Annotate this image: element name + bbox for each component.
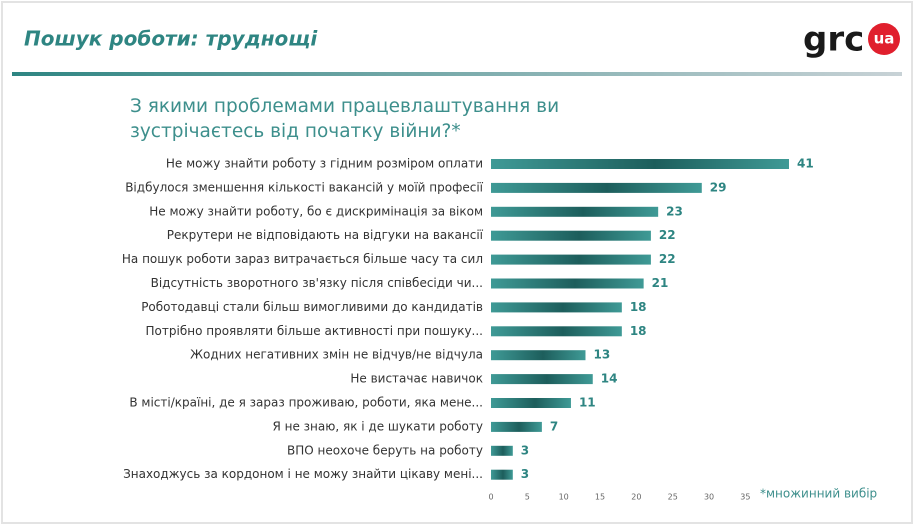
value-label: 18 [630,324,647,338]
value-label: 14 [601,372,618,386]
x-tick-label: 25 [668,493,678,502]
x-tick-label: 15 [595,493,605,502]
category-label: Відбулося зменшення кількості вакансій у… [125,180,483,194]
value-label: 22 [659,228,676,242]
header-title: Пошук роботи: труднощі [24,27,318,51]
x-tick-label: 20 [631,493,641,502]
chart-title: З якими проблемами працевлаштування ви з… [130,96,560,142]
category-label: Жодних негативних змін не відчув/не відч… [190,348,483,362]
category-label: Потрібно проявляти більше активності при… [146,324,483,338]
value-label: 3 [521,443,529,457]
bar [491,398,571,408]
x-tick-label: 30 [704,493,714,502]
bar [491,206,659,217]
category-label: В місті/країні, де я зараз проживаю, роб… [129,396,483,410]
category-label: Я не знаю, як і де шукати роботу [272,419,483,433]
value-label: 3 [521,467,529,481]
bar [491,326,622,337]
value-label: 7 [550,419,558,433]
category-label: ВПО неохоче беруть на роботу [287,443,483,457]
category-label: Не можу знайти роботу, бо є дискримінаці… [149,204,483,218]
category-label: На пошук роботи зараз витрачається більш… [122,252,483,266]
x-tick-label: 35 [740,493,750,502]
category-label: Не вистачає навичок [350,372,483,386]
bar [491,278,644,289]
bar [491,159,789,169]
value-label: 23 [666,204,683,218]
logo: grc [803,20,864,60]
category-label: Відсутність зворотного зв'язку після спі… [151,276,483,290]
bar [491,302,622,313]
category-label: Не можу знайти роботу з гідним розміром … [166,157,483,171]
value-label: 18 [630,300,647,314]
bar [491,182,702,193]
bar [491,374,593,385]
bar [491,254,651,265]
value-label: 22 [659,252,676,266]
x-tick-label: 10 [559,493,569,502]
bar [491,421,542,432]
value-label: 21 [652,276,669,290]
value-label: 11 [579,396,596,410]
category-label: Знаходжусь за кордоном і не можу знайти … [123,467,483,481]
logo-badge: ua [874,30,895,48]
value-label: 29 [710,180,727,194]
x-tick-label: 0 [488,493,493,502]
bar [491,230,651,241]
category-label: Рекрутери не відповідають на відгуки на … [167,228,484,242]
value-label: 41 [797,157,814,171]
logo-badge-circle [868,23,900,55]
x-tick-label: 5 [525,493,530,502]
footnote: *множинний вибір [760,487,877,501]
bar [491,469,513,480]
value-label: 13 [593,348,610,362]
bar [491,350,586,361]
category-label: Роботодавці стали більш вимогливими до к… [141,300,483,314]
header-line [12,72,902,76]
bar [491,445,513,456]
